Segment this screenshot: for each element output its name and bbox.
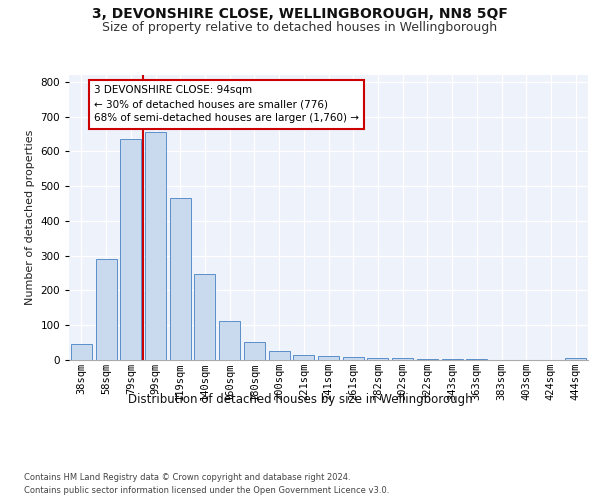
Y-axis label: Number of detached properties: Number of detached properties — [25, 130, 35, 305]
Bar — [367, 358, 388, 360]
Bar — [145, 132, 166, 360]
Text: 3 DEVONSHIRE CLOSE: 94sqm
← 30% of detached houses are smaller (776)
68% of semi: 3 DEVONSHIRE CLOSE: 94sqm ← 30% of detac… — [94, 86, 359, 124]
Bar — [269, 352, 290, 360]
Bar — [219, 320, 240, 360]
Bar — [392, 358, 413, 360]
Bar — [417, 359, 438, 360]
Bar — [95, 259, 116, 360]
Bar — [318, 356, 339, 360]
Bar — [170, 198, 191, 360]
Text: Contains HM Land Registry data © Crown copyright and database right 2024.
Contai: Contains HM Land Registry data © Crown c… — [24, 474, 389, 495]
Text: 3, DEVONSHIRE CLOSE, WELLINGBOROUGH, NN8 5QF: 3, DEVONSHIRE CLOSE, WELLINGBOROUGH, NN8… — [92, 8, 508, 22]
Bar — [293, 355, 314, 360]
Bar — [71, 344, 92, 360]
Bar — [442, 359, 463, 360]
Bar — [565, 358, 586, 360]
Text: Distribution of detached houses by size in Wellingborough: Distribution of detached houses by size … — [128, 392, 472, 406]
Bar — [343, 356, 364, 360]
Text: Size of property relative to detached houses in Wellingborough: Size of property relative to detached ho… — [103, 21, 497, 34]
Bar — [194, 274, 215, 360]
Bar — [120, 140, 141, 360]
Bar — [244, 342, 265, 360]
